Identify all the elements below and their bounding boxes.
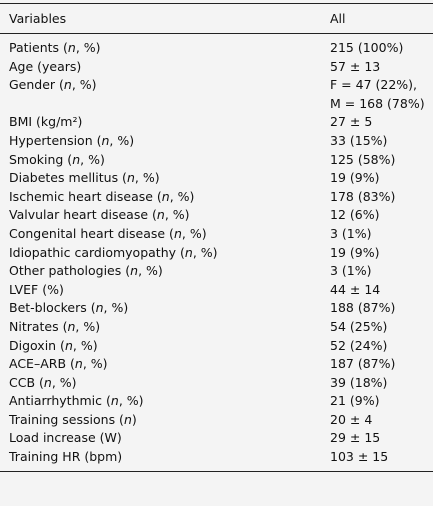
variable-cell: Training sessions (n) <box>9 411 137 427</box>
value-line: 52 (24%) <box>330 337 388 353</box>
table-row: Ischemic heart disease (n, %) 178 (83%) <box>0 188 433 207</box>
variable-cell: Idiopathic cardiomyopathy (n, %) <box>9 244 218 260</box>
value-line: 187 (87%) <box>330 356 396 372</box>
value-line: 178 (83%) <box>330 188 396 204</box>
header-row: Variables All <box>0 3 433 34</box>
value-line: 103 ± 15 <box>330 449 389 465</box>
value-cell: F = 47 (22%), M = 168 (78%) <box>330 76 433 113</box>
table-row: Smoking (n, %) 125 (58%) <box>0 151 433 170</box>
value-cell: 27 ± 5 <box>330 113 433 132</box>
variable-cell: Digoxin (n, %) <box>9 337 98 353</box>
variable-cell: ACE–ARB (n, %) <box>9 356 108 372</box>
variable-cell: Age (years) <box>9 58 82 74</box>
value-line: M = 168 (78%) <box>330 95 425 111</box>
value-line: 29 ± 15 <box>330 430 381 446</box>
variable-cell: Smoking (n, %) <box>9 151 105 167</box>
table-row: Training HR (bpm) 103 ± 15 <box>0 448 433 472</box>
value-cell: 215 (100%) <box>330 34 433 58</box>
variable-cell: Bet-blockers (n, %) <box>9 300 129 316</box>
value-cell: 187 (87%) <box>330 355 433 374</box>
value-line: 33 (15%) <box>330 132 388 148</box>
table-row: Gender (n, %) F = 47 (22%), M = 168 (78%) <box>0 76 433 113</box>
value-cell: 19 (9%) <box>330 244 433 263</box>
variable-cell: Nitrates (n, %) <box>9 318 101 334</box>
table-row: Congenital heart disease (n, %) 3 (1%) <box>0 225 433 244</box>
variable-cell: Ischemic heart disease (n, %) <box>9 188 195 204</box>
table-row: Antiarrhythmic (n, %) 21 (9%) <box>0 392 433 411</box>
table-row: Age (years) 57 ± 13 <box>0 58 433 77</box>
value-line: 20 ± 4 <box>330 411 373 427</box>
value-cell: 19 (9%) <box>330 169 433 188</box>
value-cell: 33 (15%) <box>330 132 433 151</box>
value-cell: 57 ± 13 <box>330 58 433 77</box>
table-row: Digoxin (n, %) 52 (24%) <box>0 337 433 356</box>
value-cell: 125 (58%) <box>330 151 433 170</box>
value-cell: 20 ± 4 <box>330 411 433 430</box>
variable-cell: LVEF (%) <box>9 281 64 297</box>
table-row: Idiopathic cardiomyopathy (n, %) 19 (9%) <box>0 244 433 263</box>
value-line: 57 ± 13 <box>330 58 381 74</box>
variable-cell: CCB (n, %) <box>9 374 77 390</box>
value-cell: 103 ± 15 <box>330 448 433 471</box>
variable-cell: BMI (kg/m²) <box>9 114 83 130</box>
variable-cell: Load increase (W) <box>9 430 122 446</box>
value-cell: 12 (6%) <box>330 206 433 225</box>
header-cell: Variables <box>9 11 67 26</box>
variable-cell: Training HR (bpm) <box>9 449 123 465</box>
value-line: 19 (9%) <box>330 170 380 186</box>
table-row: Other pathologies (n, %) 3 (1%) <box>0 262 433 281</box>
variable-cell: Other pathologies (n, %) <box>9 263 163 279</box>
variable-cell: Patients (n, %) <box>9 40 101 55</box>
table-row: LVEF (%) 44 ± 14 <box>0 281 433 300</box>
table-row: Load increase (W) 29 ± 15 <box>0 429 433 448</box>
value-cell: 21 (9%) <box>330 392 433 411</box>
variable-cell: Hypertension (n, %) <box>9 132 135 148</box>
table-row: ACE–ARB (n, %) 187 (87%) <box>0 355 433 374</box>
table-row: Valvular heart disease (n, %) 12 (6%) <box>0 206 433 225</box>
table-row: Bet-blockers (n, %) 188 (87%) <box>0 299 433 318</box>
header-cell: All <box>330 11 346 26</box>
data-table: Variables All Patients (n, %) 215 (100%) A… <box>0 3 433 472</box>
value-line: 125 (58%) <box>330 151 396 167</box>
table-row: CCB (n, %) 39 (18%) <box>0 374 433 393</box>
table-row: Patients (n, %) 215 (100%) <box>0 34 433 58</box>
variable-cell: Antiarrhythmic (n, %) <box>9 393 144 409</box>
value-line: 188 (87%) <box>330 300 396 316</box>
value-cell: 39 (18%) <box>330 374 433 393</box>
variable-cell: Gender (n, %) <box>9 77 97 93</box>
variable-cell: Diabetes mellitus (n, %) <box>9 170 160 186</box>
variable-cell: Valvular heart disease (n, %) <box>9 207 190 223</box>
value-line: 44 ± 14 <box>330 281 381 297</box>
value-line: 54 (25%) <box>330 318 388 334</box>
value-cell: 188 (87%) <box>330 299 433 318</box>
value-line: F = 47 (22%), <box>330 77 417 93</box>
table-header: Variables All <box>0 3 433 34</box>
value-line: 21 (9%) <box>330 393 380 409</box>
table-row: Nitrates (n, %) 54 (25%) <box>0 318 433 337</box>
value-cell: 3 (1%) <box>330 225 433 244</box>
table-body: Patients (n, %) 215 (100%) Age (years) 57 ±… <box>0 34 433 472</box>
value-cell: 54 (25%) <box>330 318 433 337</box>
value-cell: 29 ± 15 <box>330 429 433 448</box>
value-cell: 52 (24%) <box>330 337 433 356</box>
table-row: BMI (kg/m²) 27 ± 5 <box>0 113 433 132</box>
table-row: Training sessions (n) 20 ± 4 <box>0 411 433 430</box>
table-row: Hypertension (n, %) 33 (15%) <box>0 132 433 151</box>
value-line: 12 (6%) <box>330 207 380 223</box>
value-cell: 44 ± 14 <box>330 281 433 300</box>
value-cell: 3 (1%) <box>330 262 433 281</box>
value-line: 3 (1%) <box>330 263 372 279</box>
value-line: 27 ± 5 <box>330 114 373 130</box>
table-row: Diabetes mellitus (n, %) 19 (9%) <box>0 169 433 188</box>
value-line: 215 (100%) <box>330 40 404 55</box>
value-line: 3 (1%) <box>330 225 372 241</box>
value-cell: 178 (83%) <box>330 188 433 207</box>
value-line: 19 (9%) <box>330 244 380 260</box>
value-line: 39 (18%) <box>330 374 388 390</box>
variable-cell: Congenital heart disease (n, %) <box>9 225 207 241</box>
